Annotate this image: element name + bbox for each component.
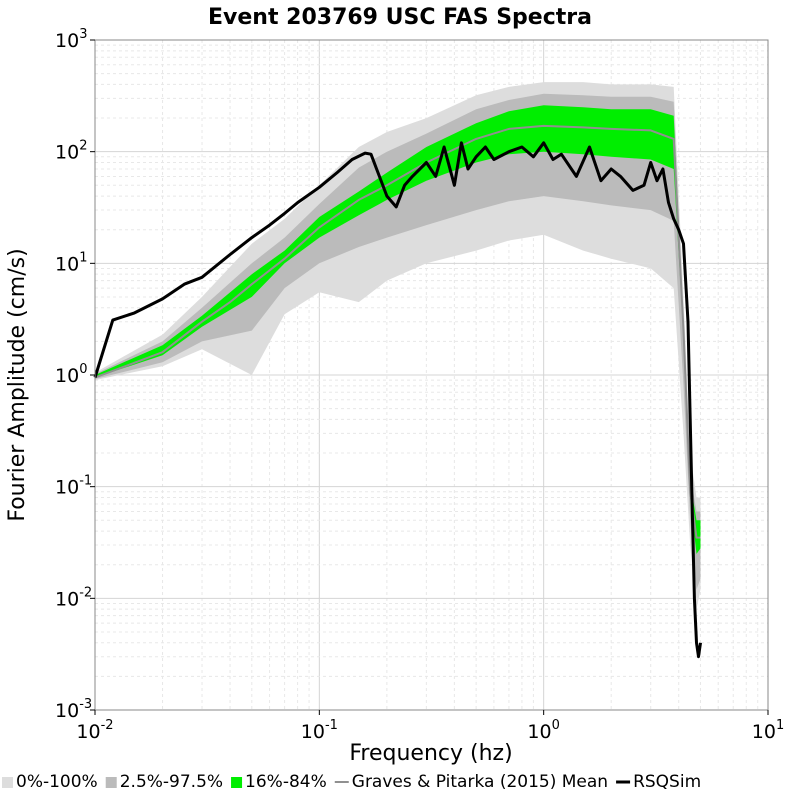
x-tick-base: 10 (301, 721, 325, 743)
legend-label: Graves & Pitarka (2015) Mean (352, 772, 608, 792)
y-tick-exponent: 1 (79, 250, 87, 265)
band-0-100- (95, 82, 701, 610)
y-tick-base: 10 (55, 700, 79, 722)
legend-item: 16%-84% (231, 772, 327, 792)
legend-item: Graves & Pitarka (2015) Mean (334, 772, 608, 792)
y-tick-exponent: -1 (79, 474, 92, 489)
x-tick-label: 10-1 (301, 718, 338, 743)
rsqsim-line (93, 141, 702, 659)
y-tick-base: 10 (55, 142, 79, 164)
x-tick-exponent: -2 (101, 718, 114, 733)
y-tick-label: 10-2 (55, 585, 92, 610)
x-tick-label: 101 (752, 718, 784, 743)
legend-item: RSQSim (616, 772, 701, 792)
legend-item: 2.5%-97.5% (105, 772, 223, 792)
chart-title: Event 203769 USC FAS Spectra (208, 5, 592, 30)
x-tick-base: 10 (76, 721, 100, 743)
legend-swatch (2, 777, 13, 788)
band-16-84- (95, 105, 701, 554)
percentile-bands (95, 82, 701, 610)
y-tick-base: 10 (55, 30, 79, 52)
legend-label: 16%-84% (245, 772, 327, 792)
y-tick-base: 10 (55, 253, 79, 275)
y-tick-exponent: 3 (79, 27, 87, 42)
y-tick-label: 101 (55, 250, 87, 275)
y-tick-base: 10 (55, 365, 79, 387)
x-tick-base: 10 (527, 721, 551, 743)
y-tick-label: 103 (55, 27, 87, 52)
legend: 0%-100% 2.5%-97.5% 16%-84% Graves & Pitarka… (2, 772, 701, 792)
legend-label: 2.5%-97.5% (120, 772, 223, 792)
y-tick-label: 102 (55, 139, 87, 164)
y-tick-label: 10-1 (55, 474, 92, 499)
x-tick-exponent: 1 (776, 718, 784, 733)
y-tick-base: 10 (55, 588, 79, 610)
y-tick-exponent: -3 (79, 697, 92, 712)
x-tick-exponent: 0 (552, 718, 560, 733)
x-axis-ticks: 10-2 10-1 100 101 (76, 710, 784, 743)
y-tick-exponent: 0 (79, 362, 87, 377)
series-lines (93, 124, 702, 659)
y-tick-label: 10-3 (55, 697, 92, 722)
legend-label: RSQSim (633, 772, 701, 792)
x-tick-label: 10-2 (76, 718, 113, 743)
legend-swatch (231, 777, 243, 788)
y-tick-base: 10 (55, 477, 79, 499)
x-tick-label: 100 (527, 718, 559, 743)
y-axis-label: Fourier Amplitude (cm/s) (5, 248, 30, 521)
legend-label: 0%-100% (16, 772, 98, 792)
y-tick-exponent: 2 (79, 139, 87, 154)
x-axis-label: Frequency (hz) (349, 741, 512, 766)
x-tick-base: 10 (752, 721, 776, 743)
legend-swatch (105, 777, 117, 788)
y-tick-exponent: -2 (79, 585, 92, 600)
legend-item: 0%-100% (2, 772, 98, 792)
y-tick-label: 100 (55, 362, 87, 387)
graves-pitarka-mean-line (94, 124, 701, 539)
x-tick-exponent: -1 (325, 718, 338, 733)
